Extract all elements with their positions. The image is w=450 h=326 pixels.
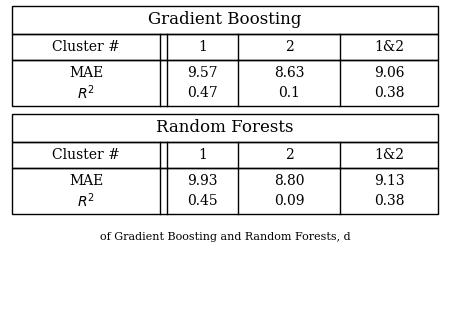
Text: 1&2: 1&2 (374, 148, 404, 162)
Text: 8.63: 8.63 (274, 66, 304, 80)
Text: 1&2: 1&2 (374, 40, 404, 54)
Text: Cluster #: Cluster # (52, 40, 120, 54)
Text: of Gradient Boosting and Random Forests, d: of Gradient Boosting and Random Forests,… (100, 232, 350, 242)
Text: 8.80: 8.80 (274, 174, 304, 188)
Text: $R^2$: $R^2$ (77, 84, 95, 102)
Text: 0.38: 0.38 (374, 86, 404, 100)
Text: 2: 2 (284, 40, 293, 54)
Text: 1: 1 (198, 148, 207, 162)
Text: 0.1: 0.1 (278, 86, 300, 100)
Text: 0.45: 0.45 (187, 194, 218, 208)
Text: 9.57: 9.57 (187, 66, 218, 80)
Text: MAE: MAE (69, 174, 103, 188)
Text: 0.38: 0.38 (374, 194, 404, 208)
Text: 9.13: 9.13 (374, 174, 404, 188)
Text: 1: 1 (198, 40, 207, 54)
Text: 2: 2 (284, 148, 293, 162)
Text: MAE: MAE (69, 66, 103, 80)
Text: Gradient Boosting: Gradient Boosting (148, 11, 302, 28)
Text: Cluster #: Cluster # (52, 148, 120, 162)
Text: 0.09: 0.09 (274, 194, 304, 208)
Text: 9.06: 9.06 (374, 66, 404, 80)
Text: 0.47: 0.47 (187, 86, 218, 100)
Text: Random Forests: Random Forests (156, 120, 294, 137)
Text: $R^2$: $R^2$ (77, 192, 95, 210)
Text: 9.93: 9.93 (187, 174, 218, 188)
